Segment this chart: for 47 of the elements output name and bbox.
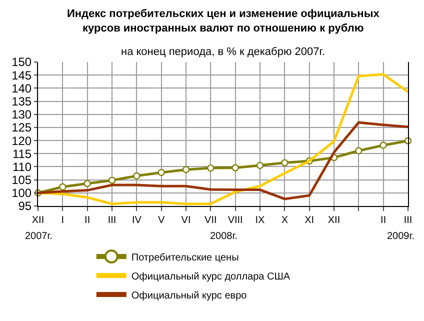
legend-label: Официальный курс доллара США <box>131 271 290 282</box>
x-tick-label: XII <box>328 215 340 226</box>
legend-label: Потребительские цены <box>131 252 239 264</box>
y-tick-label: 150 <box>12 55 32 70</box>
point <box>108 176 116 184</box>
legend-label: Официальный курс евро <box>131 290 248 302</box>
text: 2007г. <box>25 231 52 242</box>
chart-subtitle: на конец периода, в % к декабрю 2007г. <box>121 46 325 58</box>
x-tick-label: VI <box>181 215 191 226</box>
text: 2008г. <box>210 231 238 242</box>
x-tick-label: XII <box>32 215 44 226</box>
point <box>133 172 140 180</box>
y-tick-label: 100 <box>12 186 32 200</box>
x-tick-label: V <box>158 215 165 226</box>
y-tick-label: 110 <box>12 160 32 174</box>
x-tick-label: VIII <box>228 215 243 226</box>
x-tick-label: XI <box>304 215 314 226</box>
y-tick-label: 130 <box>12 108 32 122</box>
y-tick-label: 95 <box>18 199 32 214</box>
point <box>207 164 214 172</box>
point <box>232 164 239 172</box>
chart-title: Индекс потребительских цен и изменение официальных курсов иностранных валют по отношению к рублю <box>67 8 380 34</box>
point <box>281 159 288 166</box>
x-tick-label: VII <box>204 215 217 226</box>
point <box>182 166 190 174</box>
y-tick-label: 135 <box>12 94 32 108</box>
text: 2009г. <box>387 231 414 242</box>
y-tick-label: 115 <box>12 146 32 161</box>
point <box>84 180 91 188</box>
point <box>59 183 66 190</box>
y-tick-label: 120 <box>12 134 32 148</box>
x-tick-label: IV <box>132 215 142 226</box>
point <box>380 142 387 149</box>
y-tick-label: 140 <box>12 81 32 96</box>
x-tick-label: II <box>84 215 90 226</box>
x-tick-label: III <box>404 215 412 226</box>
point <box>256 162 264 170</box>
x-tick-label: II <box>380 215 386 226</box>
x-tick-label: IX <box>255 215 266 226</box>
y-tick-label: 145 <box>12 68 32 82</box>
point <box>158 168 165 176</box>
x-tick-label: III <box>108 215 116 226</box>
x-tick-label: I <box>61 215 64 226</box>
point <box>355 147 362 154</box>
y-tick-label: 125 <box>12 120 32 135</box>
x-tick-label: X <box>281 215 288 226</box>
y-tick-label: 105 <box>12 173 32 188</box>
